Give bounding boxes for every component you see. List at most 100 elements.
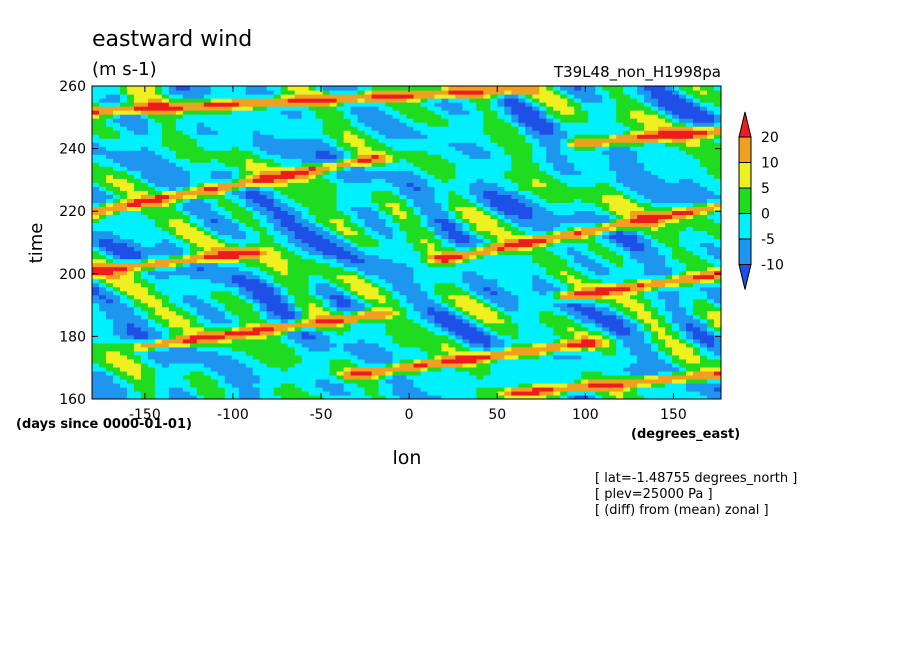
field-cell: [140, 266, 149, 272]
field-cell: [637, 206, 645, 211]
field-cell: [700, 178, 708, 183]
field-cell: [350, 218, 359, 224]
field-cell: [280, 374, 289, 380]
field-cell: [343, 186, 352, 191]
field-cell: [406, 226, 415, 232]
field-cell: [427, 354, 436, 360]
field-cell: [378, 242, 387, 248]
field-cell: [574, 222, 582, 228]
field-cell: [224, 266, 233, 272]
field-cell: [399, 342, 408, 348]
field-cell: [560, 262, 568, 268]
field-cell: [329, 306, 338, 312]
field-cell: [350, 354, 359, 360]
field-cell: [679, 326, 687, 332]
field-cell: [315, 246, 324, 252]
field-cell: [245, 278, 254, 284]
field-cell: [525, 246, 533, 252]
field-cell: [161, 218, 170, 224]
field-cell: [665, 350, 673, 356]
field-cell: [308, 206, 317, 211]
field-cell: [224, 218, 233, 224]
field-cell: [693, 202, 701, 207]
field-cell: [441, 270, 450, 276]
field-cell: [637, 310, 645, 316]
field-cell: [553, 346, 561, 352]
field-cell: [616, 282, 624, 288]
field-cell: [245, 350, 254, 356]
field-cell: [476, 346, 484, 352]
field-cell: [322, 294, 331, 300]
field-cell: [161, 390, 170, 396]
field-cell: [539, 230, 547, 236]
field-cell: [630, 378, 638, 384]
field-cell: [147, 294, 156, 300]
field-cell: [161, 278, 170, 284]
field-cell: [92, 394, 100, 399]
field-cell: [651, 246, 659, 252]
field-cell: [315, 238, 324, 244]
field-cell: [707, 374, 715, 380]
field-cell: [560, 218, 568, 224]
field-cell: [161, 326, 170, 332]
field-cell: [245, 262, 254, 268]
field-cell: [238, 338, 247, 344]
field-cell: [707, 382, 715, 388]
field-cell: [161, 214, 170, 220]
field-cell: [343, 306, 352, 312]
field-cell: [539, 218, 547, 224]
field-cell: [245, 202, 254, 207]
field-cell: [154, 254, 163, 260]
field-cell: [294, 334, 303, 340]
field-cell: [231, 238, 240, 244]
field-cell: [161, 366, 170, 372]
field-cell: [455, 218, 464, 224]
field-cell: [350, 322, 359, 328]
field-cell: [406, 386, 415, 392]
field-cell: [546, 250, 554, 256]
field-cell: [595, 242, 603, 248]
field-cell: [497, 222, 505, 228]
field-cell: [182, 342, 191, 348]
field-cell: [385, 182, 394, 187]
field-cell: [602, 222, 610, 228]
field-cell: [490, 254, 498, 260]
field-cell: [658, 302, 666, 308]
field-cell: [455, 346, 464, 352]
field-cell: [658, 362, 666, 368]
field-cell: [707, 390, 715, 396]
field-cell: [518, 286, 526, 292]
field-cell: [140, 242, 149, 248]
field-cell: [693, 354, 701, 360]
field-cell: [504, 374, 512, 380]
field-cell: [511, 250, 519, 256]
field-cell: [154, 198, 163, 203]
field-cell: [392, 298, 401, 304]
field-cell: [399, 294, 408, 300]
field-cell: [455, 334, 464, 340]
field-cell: [357, 178, 366, 183]
field-cell: [469, 370, 477, 376]
field-cell: [287, 266, 296, 272]
field-cell: [595, 386, 603, 392]
field-cell: [644, 230, 652, 236]
field-cell: [329, 282, 338, 288]
field-cell: [686, 318, 694, 324]
field-cell: [511, 230, 519, 236]
field-cell: [336, 310, 345, 316]
field-cell: [553, 326, 561, 332]
field-cell: [259, 322, 268, 328]
field-cell: [525, 182, 533, 187]
field-cell: [602, 250, 610, 256]
field-cell: [532, 390, 540, 396]
field-cell: [133, 366, 142, 372]
field-cell: [504, 326, 512, 332]
field-cell: [329, 366, 338, 372]
field-cell: [679, 362, 687, 368]
field-cell: [322, 174, 331, 179]
field-cell: [455, 270, 464, 276]
field-cell: [357, 362, 366, 368]
field-cell: [441, 198, 450, 203]
field-cell: [630, 218, 638, 224]
field-cell: [245, 322, 254, 328]
